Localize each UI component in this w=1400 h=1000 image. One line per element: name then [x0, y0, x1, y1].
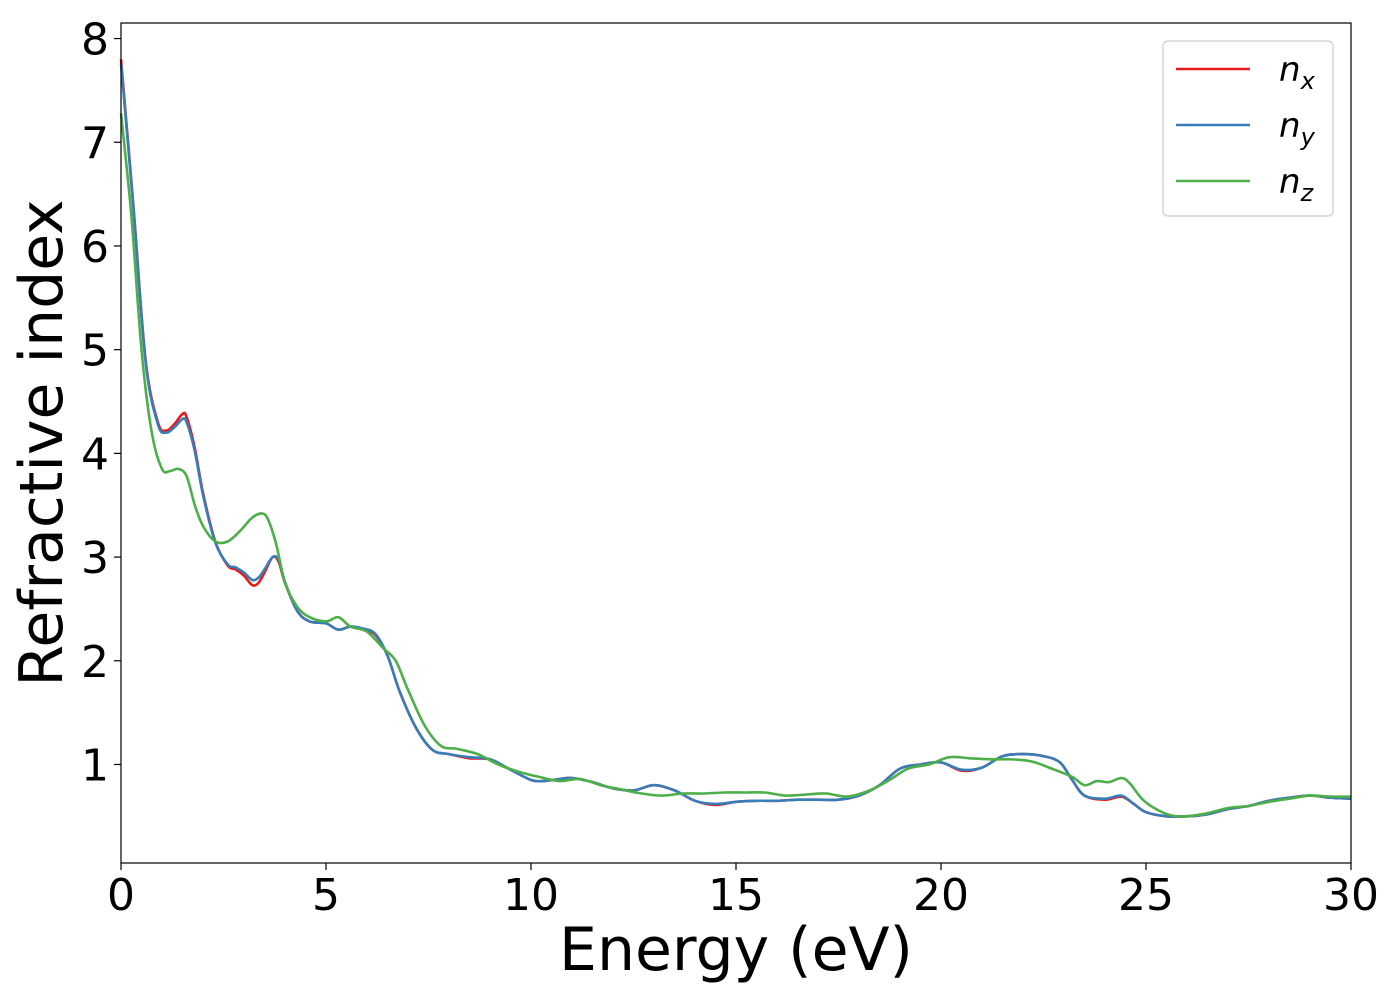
- legend-label-ny: ny: [1279, 106, 1316, 151]
- series-layer: [119, 59, 1352, 819]
- y-tick-label: 2: [81, 637, 109, 688]
- y-tick-label: 4: [81, 429, 109, 480]
- y-axis-ticks: 1 2 3 4 5 6 7 8: [81, 15, 121, 791]
- plot-area: [121, 23, 1351, 863]
- series-line-nz: [119, 113, 1352, 818]
- y-axis-title: Refractive index: [7, 199, 77, 686]
- x-tick-label: 15: [708, 870, 764, 921]
- x-tick-label: 0: [107, 870, 135, 921]
- x-axis-ticks: 0 5 10 15 20 25 30: [107, 863, 1379, 921]
- y-tick-label: 1: [81, 740, 109, 791]
- legend-box: [1162, 40, 1334, 217]
- x-tick-label: 20: [913, 870, 969, 921]
- x-axis-title: Energy (eV): [559, 915, 913, 985]
- x-tick-label: 30: [1323, 870, 1379, 921]
- y-tick-label: 8: [81, 15, 109, 66]
- x-tick-label: 25: [1118, 870, 1174, 921]
- y-tick-label: 7: [81, 118, 109, 169]
- y-tick-label: 5: [81, 326, 109, 377]
- y-tick-label: 6: [81, 222, 109, 273]
- y-tick-label: 3: [81, 533, 109, 584]
- x-tick-label: 5: [312, 870, 340, 921]
- x-tick-label: 10: [503, 870, 559, 921]
